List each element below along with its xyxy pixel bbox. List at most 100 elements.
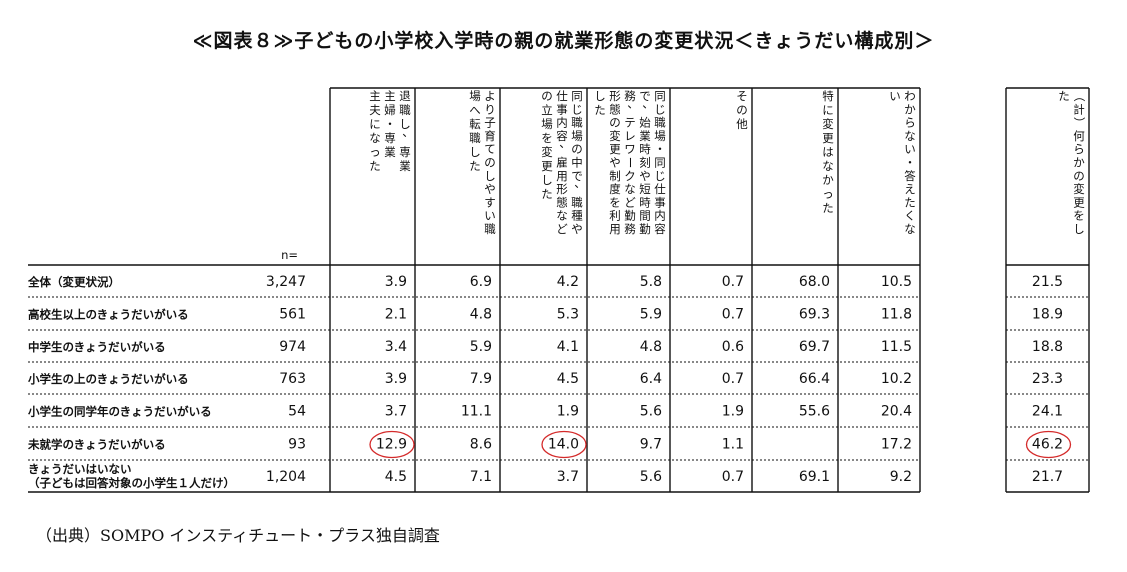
column-header-char: ・ <box>654 142 666 156</box>
cell-value: 12.9 <box>376 437 407 453</box>
column-header-char: 容 <box>654 222 666 236</box>
column-header-char: な <box>904 222 916 236</box>
cell-value: 10.5 <box>881 274 912 290</box>
column-header-char: っ <box>369 145 381 159</box>
column-header-char: す <box>484 195 496 209</box>
cell-value: 7.9 <box>470 371 492 387</box>
cell-value: 4.2 <box>557 274 579 290</box>
column-header-char: 更 <box>609 142 621 156</box>
column-header-char: な <box>556 209 568 223</box>
column-header-char: 時 <box>639 195 651 209</box>
cell-value: 9.7 <box>640 437 662 453</box>
column-header-char: 中 <box>571 156 583 170</box>
column-header-char: た <box>594 103 606 117</box>
column-header-char: じ <box>571 102 583 116</box>
column-header-char: 職 <box>399 103 411 117</box>
column-header-char: た <box>541 187 553 201</box>
column-header-char: い <box>484 209 496 223</box>
cell-value: 3.9 <box>385 274 407 290</box>
column-header-char: を <box>1073 209 1085 223</box>
column-header-char: り <box>484 102 496 116</box>
cell-value: 5.9 <box>470 339 492 355</box>
column-header-char: 計 <box>1073 102 1085 116</box>
column-header-char: ー <box>623 157 637 169</box>
highlight-circle <box>369 430 415 459</box>
column-header-char: し <box>399 117 411 131</box>
row-n-value: 1,204 <box>266 469 306 485</box>
column-header-char: 務 <box>624 89 636 103</box>
column-header-char: よ <box>484 89 496 103</box>
cell-value: 20.4 <box>881 404 912 420</box>
column-header-char: は <box>822 145 834 159</box>
column-header-char: 同 <box>654 89 666 103</box>
column-header-char: 更 <box>1073 195 1085 209</box>
column-header-char: 業 <box>639 129 651 143</box>
column-header-char: し <box>484 169 496 183</box>
cell-value: 6.4 <box>640 371 662 387</box>
total-cell-value: 18.9 <box>1032 307 1063 323</box>
column-header-char: 用 <box>609 222 621 236</box>
total-cell-value: 46.2 <box>1032 437 1063 453</box>
column-header-char: 形 <box>556 182 568 196</box>
cell-value: 11.1 <box>461 404 492 420</box>
cell-value: 3.7 <box>557 469 579 485</box>
column-header-char: 態 <box>556 195 568 209</box>
column-header-char: ワ <box>624 142 636 156</box>
column-header-char: 内 <box>654 209 666 223</box>
column-header-char: 用 <box>556 169 568 183</box>
column-header-char: や <box>639 169 651 183</box>
column-header-char: の <box>736 103 748 117</box>
row-label: きょうだいはいない <box>28 462 132 476</box>
cell-value: 17.2 <box>881 437 912 453</box>
column-header-char: 雇 <box>556 156 568 170</box>
column-header-char: 、 <box>574 176 586 190</box>
column-header-char: 更 <box>822 131 834 145</box>
column-header-char: の <box>541 89 553 103</box>
column-header-char: 場 <box>571 129 583 143</box>
column-header-char: の <box>571 142 583 156</box>
column-header-char: や <box>609 156 621 170</box>
column-header-char: じ <box>654 102 666 116</box>
column-header-char: 転 <box>469 117 481 131</box>
cell-value: 14.0 <box>548 437 579 453</box>
column-header-char: （ <box>1072 90 1086 102</box>
column-header-char: し <box>1073 222 1085 236</box>
cell-value: 10.2 <box>881 371 912 387</box>
column-header-char: 、 <box>559 136 571 150</box>
column-header-char: ど <box>624 195 636 209</box>
column-header-char: で <box>571 169 583 183</box>
total-cell-value: 21.7 <box>1032 469 1063 485</box>
column-header-char: 職 <box>654 116 666 130</box>
cell-value: 6.9 <box>470 274 492 290</box>
column-header-char: ・ <box>904 156 916 170</box>
column-header-char: 勤 <box>624 209 636 223</box>
column-header-char: 育 <box>484 129 496 143</box>
column-header-char: に <box>369 117 381 131</box>
column-header-char: や <box>484 182 496 196</box>
highlight-circle <box>1025 430 1072 459</box>
cell-value: 0.7 <box>722 469 744 485</box>
column-header-char: 変 <box>609 129 621 143</box>
row-n-value: 561 <box>279 307 306 323</box>
column-header-char: 答 <box>904 169 916 183</box>
cell-value: 69.3 <box>799 307 830 323</box>
column-header-char: 仕 <box>654 182 666 196</box>
column-header-char: 特 <box>822 89 834 103</box>
column-header-char: 仕 <box>556 89 568 103</box>
column-header-char: 勤 <box>639 222 651 236</box>
column-header-char: 事 <box>654 195 666 209</box>
chart-title: ≪図表８≫子どもの小学校入学時の親の就業形態の変更状況＜きょうだい構成別＞ <box>192 30 935 52</box>
column-header-char: 夫 <box>369 103 381 117</box>
column-header-char: た <box>1058 89 1070 103</box>
column-header-char: し <box>541 173 553 187</box>
column-header-char: た <box>369 159 381 173</box>
column-header-char: ・ <box>384 117 396 131</box>
column-header-char: 制 <box>609 169 621 183</box>
row-n-value: 54 <box>288 404 306 420</box>
cell-value: 66.4 <box>799 371 830 387</box>
column-header-char: を <box>609 195 621 209</box>
column-header-char: 立 <box>541 103 553 117</box>
row-label: 未就学のきょうだいがいる <box>27 438 166 452</box>
column-header-char: 子 <box>484 116 496 130</box>
row-label: 全体（変更状況） <box>27 275 120 289</box>
